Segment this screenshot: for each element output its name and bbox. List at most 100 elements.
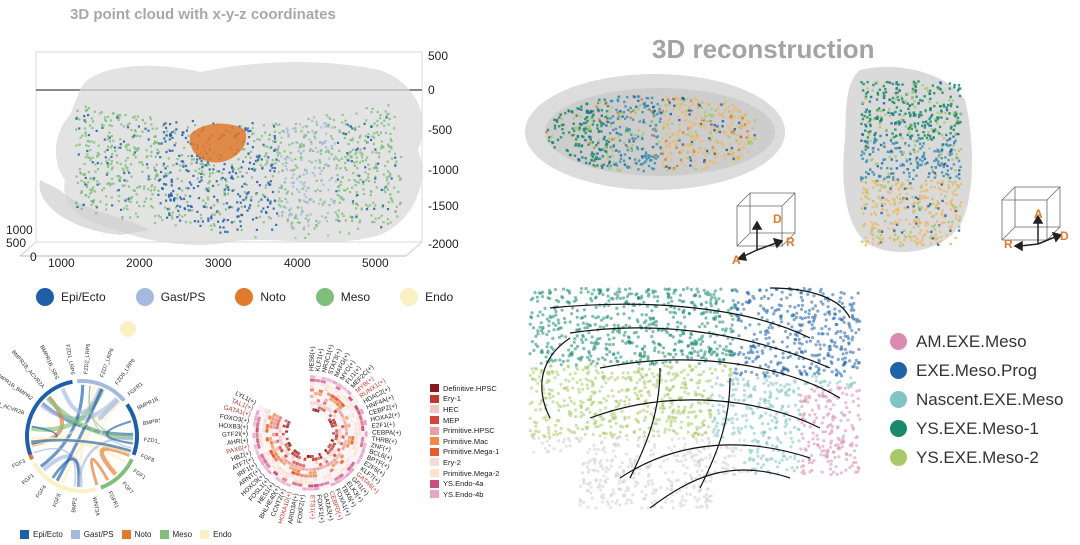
tf-heatmap-cell: [360, 436, 365, 443]
cloud-point: [245, 183, 248, 186]
cloud-point: [141, 170, 144, 173]
recon-point: [631, 144, 634, 147]
recon-point: [722, 115, 725, 119]
cloud-point: [396, 215, 399, 218]
cell-point: [813, 389, 817, 393]
cloud-point: [240, 228, 243, 232]
cell-point: [704, 300, 708, 304]
y-tick: 1000: [6, 223, 33, 237]
chord-link: [31, 425, 58, 446]
tf-heatmap-cell: [252, 426, 256, 433]
recon-point: [711, 146, 714, 149]
cloud-point: [284, 206, 287, 209]
tf-heatmap-cell: [319, 455, 323, 460]
cloud-point: [359, 219, 362, 222]
cloud-point: [116, 161, 119, 164]
recon-point: [955, 156, 959, 160]
recon-point: [685, 98, 688, 101]
tf-heatmap-cell: [324, 398, 329, 403]
tf-heatmap-cell: [262, 423, 267, 428]
cell-point: [814, 364, 818, 368]
recon-point: [891, 96, 895, 100]
recon-point: [955, 122, 958, 125]
cloud-point: [110, 155, 113, 158]
tf-wheel: HES6(+)KLF1(+)NR3C1(+)STAT3(+)MAFG(+)MYC…: [218, 344, 401, 525]
chord-label: BMP2: [71, 497, 78, 512]
cloud-point: [349, 150, 353, 153]
recon-point: [728, 127, 731, 131]
chord-link: [88, 385, 134, 437]
cell-point: [829, 459, 833, 463]
cloud-point: [311, 129, 314, 132]
recon-point: [578, 115, 582, 118]
recon-point: [890, 172, 893, 175]
cloud-point: [281, 214, 284, 217]
tf-heatmap-cell: [320, 411, 325, 415]
recon-point: [577, 143, 581, 146]
cell-point: [575, 436, 580, 440]
cloud-point: [249, 156, 252, 159]
recon-point: [591, 118, 594, 121]
cell-point: [822, 453, 826, 457]
recon-point: [883, 184, 886, 188]
cell-point: [853, 449, 857, 453]
recon-point: [916, 238, 919, 241]
cloud-point: [257, 200, 260, 203]
cloud-point: [371, 151, 374, 154]
cloud-point: [251, 218, 255, 221]
legend-label: Endo: [213, 530, 232, 539]
recon-point: [609, 99, 613, 103]
recon-point: [587, 127, 590, 131]
recon-point: [753, 134, 756, 137]
recon-point: [879, 239, 883, 242]
recon-point: [910, 134, 914, 137]
cell-point: [843, 413, 847, 417]
cloud-point: [266, 145, 269, 148]
cell-point: [708, 412, 712, 416]
tf-legend-item: YS.Endo-4b: [430, 489, 499, 500]
cloud-point: [122, 125, 126, 128]
cloud-point: [286, 201, 289, 204]
recon-point: [650, 110, 653, 113]
tf-heatmap-cell: [320, 458, 325, 463]
legend-swatch: [36, 288, 54, 306]
cloud-point: [303, 168, 306, 171]
recon-point: [577, 107, 581, 111]
cell-point: [696, 449, 700, 453]
recon-point: [947, 184, 950, 187]
recon-point: [887, 175, 891, 179]
recon-point: [636, 135, 640, 138]
cell-point: [846, 334, 850, 338]
tf-heatmap-cell: [324, 467, 329, 472]
cloud-point: [165, 174, 168, 177]
tf-heatmap-cell: [305, 461, 309, 465]
cell-point: [647, 483, 651, 487]
cloud-point: [146, 163, 149, 166]
cloud-point: [221, 172, 224, 175]
recon-point: [636, 147, 639, 151]
recon-point: [936, 200, 939, 203]
recon-point: [950, 167, 953, 170]
cloud-point: [141, 163, 144, 166]
cloud-point: [230, 175, 233, 178]
recon-point: [903, 229, 906, 232]
cell-point: [772, 312, 776, 316]
recon-point: [624, 130, 627, 134]
recon-point: [619, 114, 622, 118]
recon-point: [865, 125, 868, 128]
cloud-point: [181, 215, 184, 218]
cell-point: [662, 346, 666, 350]
cloud-point: [388, 172, 392, 175]
legend-swatch: [200, 530, 210, 539]
tf-heatmap-cell: [326, 411, 331, 416]
recon-point: [932, 129, 935, 132]
cell-point: [629, 461, 633, 465]
recon-point: [625, 127, 628, 130]
cell-point: [824, 318, 828, 322]
cloud-point: [125, 166, 128, 169]
cell-point: [716, 434, 720, 438]
cloud-point: [250, 176, 253, 179]
recon-point: [949, 229, 952, 232]
tf-heatmap-cell: [335, 412, 340, 417]
cell-point: [575, 309, 579, 313]
